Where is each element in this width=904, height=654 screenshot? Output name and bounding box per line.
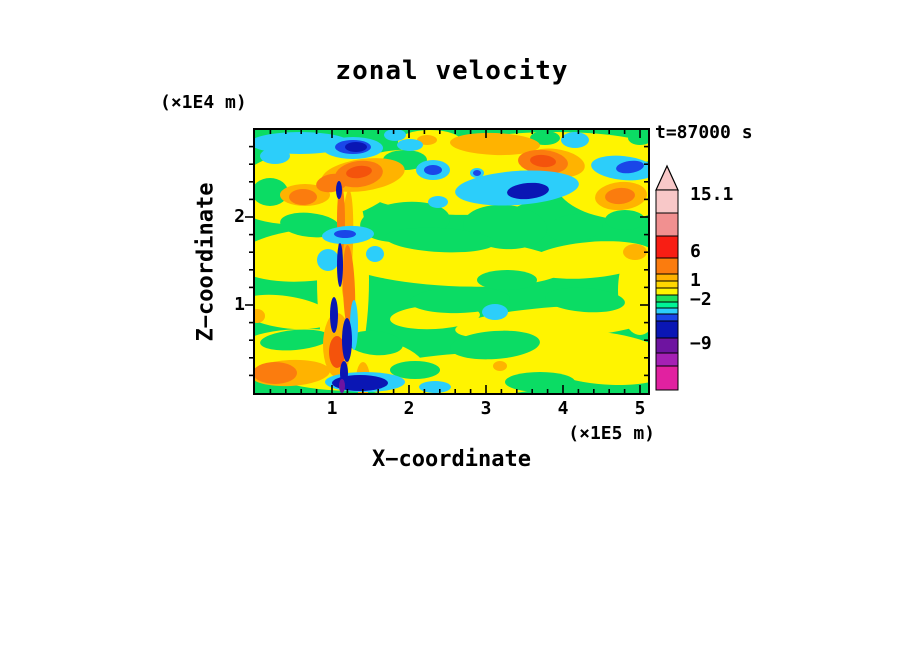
z-axis-ticks <box>245 145 253 377</box>
colorbar-tick-label: 6 <box>690 241 701 262</box>
contour-field <box>255 130 648 393</box>
colorbar-tick-label: 1 <box>690 270 701 291</box>
x-tick-label: 1 <box>326 398 338 419</box>
x-axis-tick-labels: 1 2 3 4 5 <box>255 398 648 422</box>
z-tick-label: 2 <box>234 206 245 227</box>
colorbar: 15.1 6 1 −2 −9 <box>650 157 780 407</box>
x-axis-title: X−coordinate <box>372 447 531 472</box>
x-axis-unit-label: (×1E5 m) <box>568 423 655 444</box>
chart-title: zonal velocity <box>335 56 569 86</box>
colorbar-tick-label: −9 <box>690 333 712 354</box>
colorbar-scale <box>655 164 679 391</box>
z-axis-unit-label: (×1E4 m) <box>160 92 247 113</box>
plot-area <box>253 128 650 395</box>
x-tick-label: 5 <box>634 398 646 419</box>
x-tick-label: 4 <box>557 398 569 419</box>
colorbar-tick-label: −2 <box>690 289 712 310</box>
time-annotation: t=87000 s <box>655 122 753 143</box>
x-tick-label: 3 <box>480 398 492 419</box>
x-tick-label: 2 <box>403 398 415 419</box>
z-tick-label: 1 <box>234 294 245 315</box>
colorbar-tick-label: 15.1 <box>690 184 734 205</box>
